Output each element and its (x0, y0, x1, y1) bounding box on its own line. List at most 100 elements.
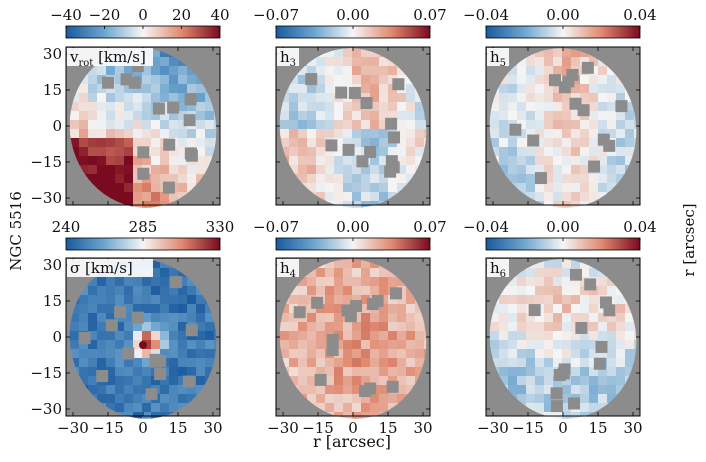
map-bin (598, 183, 608, 193)
masked-bin (597, 133, 610, 146)
map-bin (178, 138, 188, 148)
map-bin (307, 57, 317, 67)
map-bin (334, 277, 344, 287)
map-bin (379, 66, 389, 76)
map-bin (499, 322, 509, 332)
map-bin (544, 385, 554, 395)
map-bin (325, 84, 335, 94)
map-bin (280, 111, 290, 121)
map-bin (70, 102, 80, 112)
map-bin (115, 210, 125, 220)
map-bin (352, 174, 362, 184)
map-bin (124, 120, 134, 130)
map-bin (142, 111, 152, 121)
map-bin (406, 340, 416, 350)
map-bin (562, 376, 572, 386)
map-bin (343, 403, 353, 413)
map-bin (562, 313, 572, 323)
masked-bin (364, 145, 377, 158)
map-bin (334, 48, 344, 58)
map-bin (106, 367, 116, 377)
map-bin (151, 259, 161, 269)
map-bin (298, 156, 308, 166)
map-bin (433, 250, 442, 260)
map-bin (178, 367, 188, 377)
map-bin (223, 385, 232, 395)
map-bin (151, 165, 161, 175)
map-bin (535, 295, 545, 305)
map-bin (616, 322, 626, 332)
map-bin (535, 147, 545, 157)
map-bin (553, 183, 563, 193)
map-bin (433, 358, 442, 368)
map-bin (643, 295, 652, 305)
map-bin (433, 322, 442, 332)
x-tick-label: −15 (92, 419, 124, 437)
map-bin (379, 286, 389, 296)
map-bin (361, 268, 371, 278)
y-tick-label: 15 (43, 81, 62, 99)
masked-bin (384, 165, 397, 178)
map-bin (562, 322, 572, 332)
map-bin (379, 322, 389, 332)
masked-bin (567, 397, 580, 410)
map-bin (298, 210, 308, 220)
colorbar-tick-label: −0.07 (253, 6, 299, 24)
map-bin (352, 394, 362, 404)
map-bin (589, 340, 599, 350)
map-bin (370, 201, 380, 211)
map-bin (124, 93, 134, 103)
map-bin (307, 385, 317, 395)
colorbar-tick-label: 0.07 (413, 6, 446, 24)
map-bin (142, 93, 152, 103)
map-bin (415, 331, 425, 341)
map-bin (562, 259, 572, 269)
map-bin (142, 349, 152, 359)
map-bin (499, 102, 509, 112)
map-bin (571, 138, 581, 148)
map-bin (334, 138, 344, 148)
map-bin (97, 93, 107, 103)
map-bin (379, 376, 389, 386)
map-bin (562, 277, 572, 287)
map-bin (406, 349, 416, 359)
panel-label-box (277, 259, 299, 277)
map-bin (178, 322, 188, 332)
map-bin (562, 394, 572, 404)
map-bin (589, 331, 599, 341)
map-bin (490, 111, 500, 121)
map-bin (298, 385, 308, 395)
map-bin (316, 277, 326, 287)
map-bin (379, 84, 389, 94)
x-tick-label: 15 (168, 419, 187, 437)
map-bin (178, 174, 188, 184)
map-bin (334, 304, 344, 314)
map-bin (280, 129, 290, 139)
map-bin (643, 129, 652, 139)
map-bin (160, 201, 170, 211)
map-bin (196, 322, 206, 332)
map-bin (178, 340, 188, 350)
map-bin (562, 403, 572, 413)
map-bin (499, 156, 509, 166)
map-bin (643, 385, 652, 395)
map-bin (88, 385, 98, 395)
map-bin (589, 268, 599, 278)
map-bin (526, 295, 536, 305)
map-bin (580, 183, 590, 193)
map-bin (397, 304, 407, 314)
map-bin (571, 295, 581, 305)
colorbar: −40 −20 0 20 40 (50, 6, 230, 39)
map-bin (397, 313, 407, 323)
map-bin (106, 349, 116, 359)
map-bin (298, 93, 308, 103)
map-bin (334, 295, 344, 305)
map-bin (187, 66, 197, 76)
map-bin (508, 75, 518, 85)
map-bin (169, 376, 179, 386)
map-bin (151, 84, 161, 94)
map-bin (517, 385, 527, 395)
x-tick-label: 0 (348, 419, 358, 437)
map-bin (415, 111, 425, 121)
map-bin (499, 376, 509, 386)
